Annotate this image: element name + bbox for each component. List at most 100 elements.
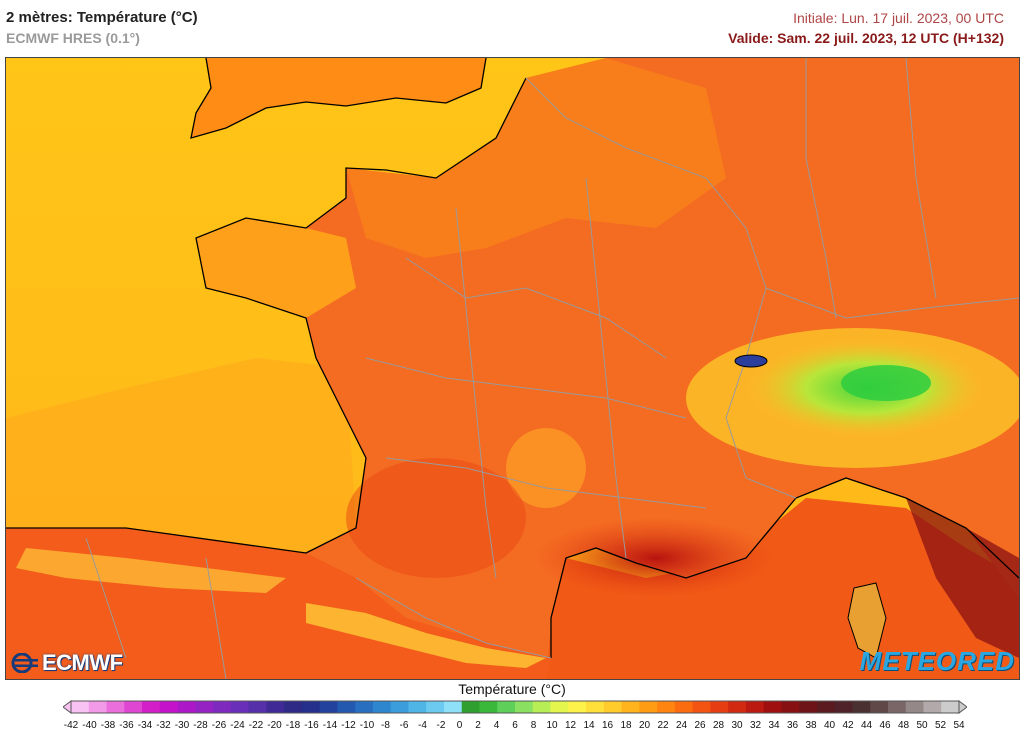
legend-tick-label: 32	[749, 720, 762, 731]
legend-swatch	[532, 701, 552, 713]
legend-tick-label: 48	[897, 720, 910, 731]
land-continent	[6, 58, 1019, 679]
legend-tick-label: 54	[953, 720, 965, 731]
legend-tick-label: 0	[456, 720, 463, 731]
legend-tick-label: -2	[436, 720, 446, 731]
map-canvas	[6, 58, 1019, 679]
legend-swatch	[674, 701, 694, 713]
legend-swatch	[941, 701, 960, 713]
legend-swatch	[266, 701, 285, 713]
legend-tick-label: -40	[82, 720, 97, 731]
legend-swatch	[71, 701, 90, 713]
init-time: Initiale: Lun. 17 juil. 2023, 00 UTC	[793, 10, 1004, 26]
legend-tick-label: 18	[620, 720, 632, 731]
legend-arrow-low	[63, 700, 72, 714]
meteored-logo: METEORED	[859, 646, 1015, 676]
legend-swatch	[852, 701, 871, 713]
legend-tick-label: 6	[512, 720, 518, 731]
sea-warm-band	[6, 358, 356, 558]
legend-swatch	[461, 701, 480, 713]
legend-tick-label: -12	[341, 720, 356, 731]
legend-swatch	[639, 701, 658, 713]
legend-swatch	[870, 701, 889, 713]
legend-tick-label: -6	[399, 720, 409, 731]
hot-zone-aquitaine	[346, 458, 526, 578]
land-north-france	[346, 58, 726, 258]
model-name: ECMWF HRES (0.1°)	[6, 30, 140, 46]
legend-swatch	[497, 701, 516, 713]
header-left: 2 mètres: Température (°C) ECMWF HRES (0…	[6, 8, 198, 48]
hot-zone-italy	[906, 498, 1019, 658]
legend-ticks: -42 -40 -38 -36 -34 -32 -30 -28 -26 -24 -22 -20 -18-…	[64, 720, 965, 734]
legend-tick-label: 4	[493, 720, 500, 731]
legend-swatch	[710, 701, 729, 713]
legend-tick-label: 42	[842, 720, 854, 731]
lake-geneva	[734, 354, 768, 368]
legend-tick-label: -24	[230, 720, 245, 731]
legend-swatch	[408, 701, 427, 713]
legend-tick-label: -32	[156, 720, 171, 731]
legend-swatch	[213, 701, 232, 713]
legend-border	[70, 700, 960, 714]
legend-tick-label: 30	[731, 720, 743, 731]
legend-tick-label: 8	[530, 720, 537, 731]
legend-tick-label: -38	[100, 720, 116, 731]
legend-tick-label: -10	[359, 720, 375, 731]
alps-green-core	[841, 365, 931, 401]
legend-tick-label: 20	[638, 720, 651, 731]
legend-swatch	[657, 701, 676, 713]
coastlines	[6, 58, 1019, 658]
legend-swatch	[816, 701, 836, 713]
temperature-map[interactable]: ECMWF METEORED	[5, 57, 1020, 680]
legend-swatch	[124, 701, 143, 713]
legend-swatch	[177, 701, 196, 713]
land-britain	[191, 58, 486, 138]
legend-tick-label: 24	[675, 720, 688, 731]
legend-swatch	[479, 701, 498, 713]
land-brittany	[196, 218, 356, 318]
legend-tick-label: 28	[712, 720, 725, 731]
hot-zone-provence	[536, 518, 776, 598]
legend-tick-label: -8	[381, 720, 390, 731]
legend-tick-label: 22	[657, 720, 669, 731]
legend-swatch	[763, 701, 782, 713]
header-right: Initiale: Lun. 17 juil. 2023, 00 UTC Val…	[728, 8, 1004, 48]
legend-tick-label: 44	[860, 720, 873, 731]
ecmwf-logo: ECMWF	[10, 650, 144, 675]
admin-borders	[85, 58, 1019, 679]
legend-tick-label: 52	[934, 720, 947, 731]
legend-tick-label: 26	[694, 720, 706, 731]
legend-tick-label: -30	[174, 720, 190, 731]
legend-swatch	[586, 701, 605, 713]
legend-swatch	[781, 701, 800, 713]
massif-central	[506, 428, 586, 508]
legend-swatch	[443, 701, 463, 713]
legend-swatch	[230, 701, 250, 713]
ecmwf-logo-text: ECMWF	[42, 650, 123, 675]
legend-tick-label: -28	[193, 720, 208, 731]
legend-swatch	[887, 701, 907, 713]
ecmwf-logo-icon	[11, 653, 38, 673]
legend-swatch	[905, 701, 924, 713]
cantabrian-ridge	[16, 548, 286, 593]
legend-tick-label: -36	[119, 720, 134, 731]
legend-tick-label: 38	[805, 720, 817, 731]
color-legend	[63, 699, 967, 715]
legend-swatch	[106, 701, 125, 713]
map-title: 2 mètres: Température (°C)	[6, 9, 198, 26]
legend-tick-label: -20	[267, 720, 282, 731]
legend-swatch	[692, 701, 711, 713]
land-corsica	[847, 582, 887, 659]
legend-tick-label: -22	[248, 720, 264, 731]
legend-swatch	[319, 701, 338, 713]
legend-tick-label: 36	[786, 720, 799, 731]
legend-swatch	[355, 701, 374, 713]
legend-swatch	[390, 701, 409, 713]
legend-swatch	[195, 701, 214, 713]
legend-swatch	[301, 701, 321, 713]
legend-swatch	[745, 701, 765, 713]
legend-tick-label: 46	[879, 720, 891, 731]
legend-tick-label: 50	[916, 720, 928, 731]
legend-tick-label: 10	[546, 720, 558, 731]
legend-tick-label: -18	[285, 720, 301, 731]
